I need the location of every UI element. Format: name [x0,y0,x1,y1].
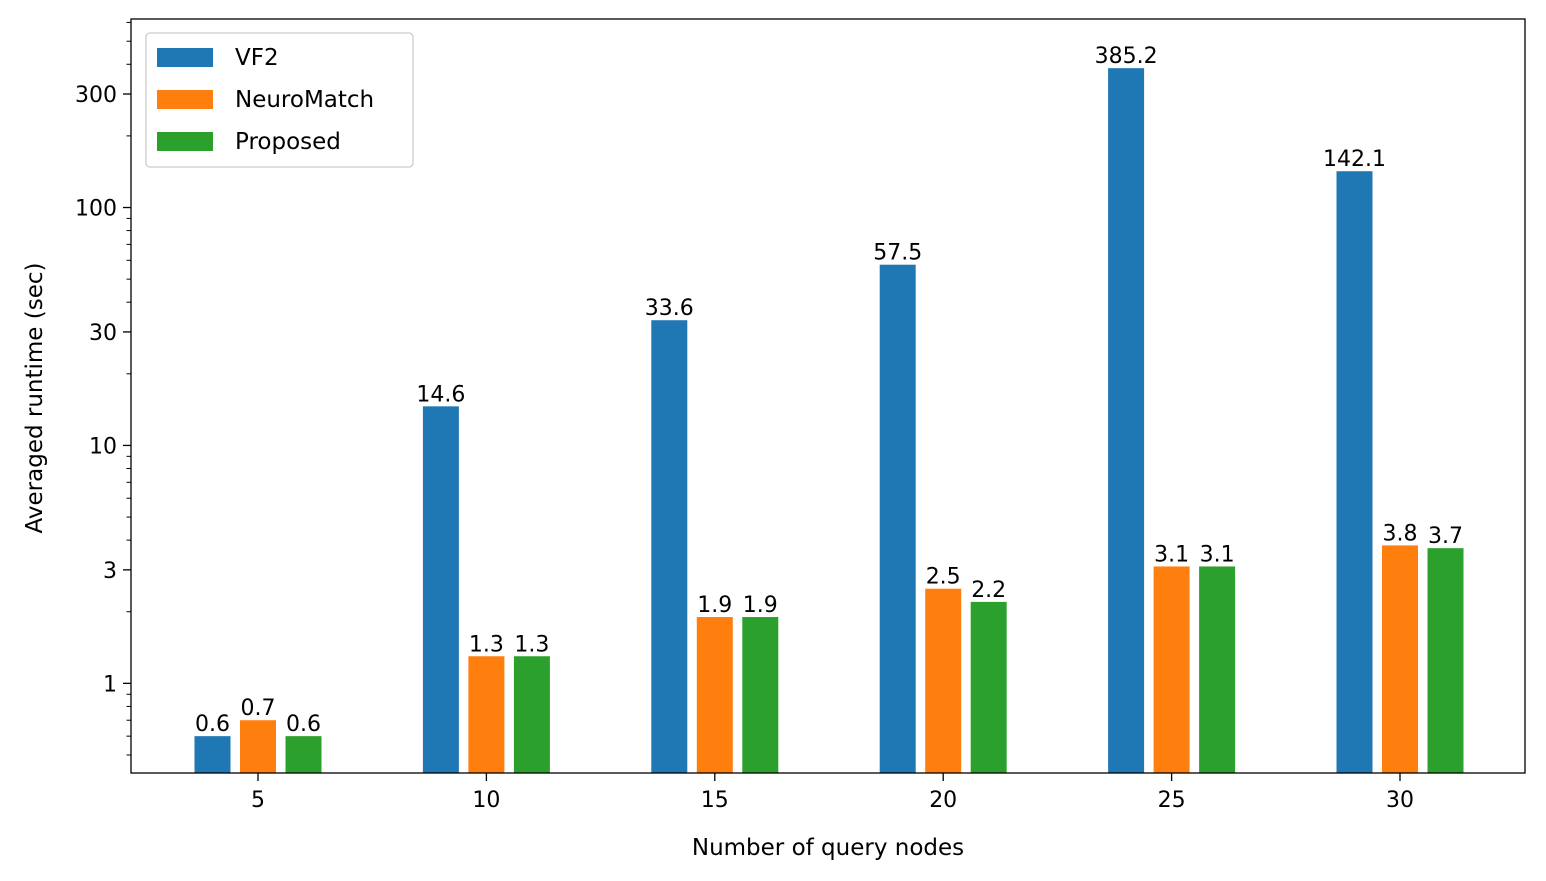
data-label-proposed-30: 3.7 [1428,524,1463,549]
bar-proposed-10 [513,656,550,773]
bars-layer [194,68,1464,774]
x-tick-label: 25 [1158,788,1186,813]
data-label-proposed-5: 0.6 [286,712,321,737]
data-label-proposed-15: 1.9 [743,593,778,618]
bar-neuromatch-20 [925,588,962,773]
bar-vf2-5 [194,736,231,773]
plot-frame [130,18,1526,774]
data-label-neuromatch-20: 2.5 [926,565,961,590]
y-axis-title: Averaged runtime (sec) [22,263,48,534]
data-label-neuromatch-30: 3.8 [1383,521,1418,546]
y-axis: 1 3 10 30 100 300 [75,21,131,756]
x-tick-label: 20 [929,788,957,813]
bar-neuromatch-25 [1153,566,1190,773]
data-label-vf2-25: 385.2 [1095,44,1158,69]
y-tick-label: 30 [89,321,117,346]
bar-vf2-20 [879,264,916,773]
data-label-vf2-15: 33.6 [645,296,694,321]
bar-neuromatch-10 [468,656,505,773]
bar-neuromatch-30 [1382,545,1418,773]
data-label-proposed-25: 3.1 [1200,542,1235,567]
x-tick-label: 15 [701,788,729,813]
legend-label-proposed: Proposed [235,129,341,155]
y-tick-label: 100 [75,197,117,222]
y-tick-label: 1 [103,672,117,697]
legend-label-neuromatch: NeuroMatch [235,87,374,113]
x-axis-title: Number of query nodes [692,835,964,861]
legend-swatch-neuromatch [157,90,213,109]
x-tick-label: 10 [472,788,500,813]
data-label-proposed-10: 1.3 [514,632,549,657]
y-tick-label: 300 [75,83,117,108]
bar-vf2-10 [422,406,459,773]
data-label-neuromatch-10: 1.3 [469,632,504,657]
bar-proposed-15 [742,617,779,773]
data-label-vf2-30: 142.1 [1323,147,1386,172]
data-label-neuromatch-15: 1.9 [697,593,732,618]
bar-vf2-30 [1336,171,1373,774]
legend-swatch-vf2 [157,48,213,67]
data-label-proposed-20: 2.2 [971,578,1006,603]
data-label-vf2-10: 14.6 [416,382,465,407]
legend: VF2 NeuroMatch Proposed [145,32,414,168]
bar-proposed-25 [1199,566,1236,773]
legend-label-vf2: VF2 [235,45,279,71]
bar-neuromatch-15 [696,617,733,773]
bar-vf2-25 [1108,68,1145,774]
x-tick-label: 30 [1386,788,1414,813]
bar-proposed-5 [285,736,322,773]
data-label-vf2-20: 57.5 [873,241,922,266]
y-tick-label: 3 [103,559,117,584]
x-tick-label: 5 [251,788,265,813]
data-label-neuromatch-5: 0.7 [241,696,276,721]
legend-swatch-proposed [157,132,213,151]
bar-proposed-30 [1427,548,1464,773]
data-labels-layer: 0.6 14.6 33.6 57.5 385.2 142.1 0.7 1.3 1.9 2.5 3.1… [195,44,1463,737]
x-axis: 5 10 15 20 25 30 [251,773,1414,813]
bar-neuromatch-5 [240,720,276,773]
y-tick-label: 10 [89,434,117,459]
data-label-vf2-5: 0.6 [195,712,230,737]
bar-vf2-15 [651,320,688,773]
bar-proposed-20 [970,601,1007,773]
data-label-neuromatch-25: 3.1 [1154,542,1189,567]
